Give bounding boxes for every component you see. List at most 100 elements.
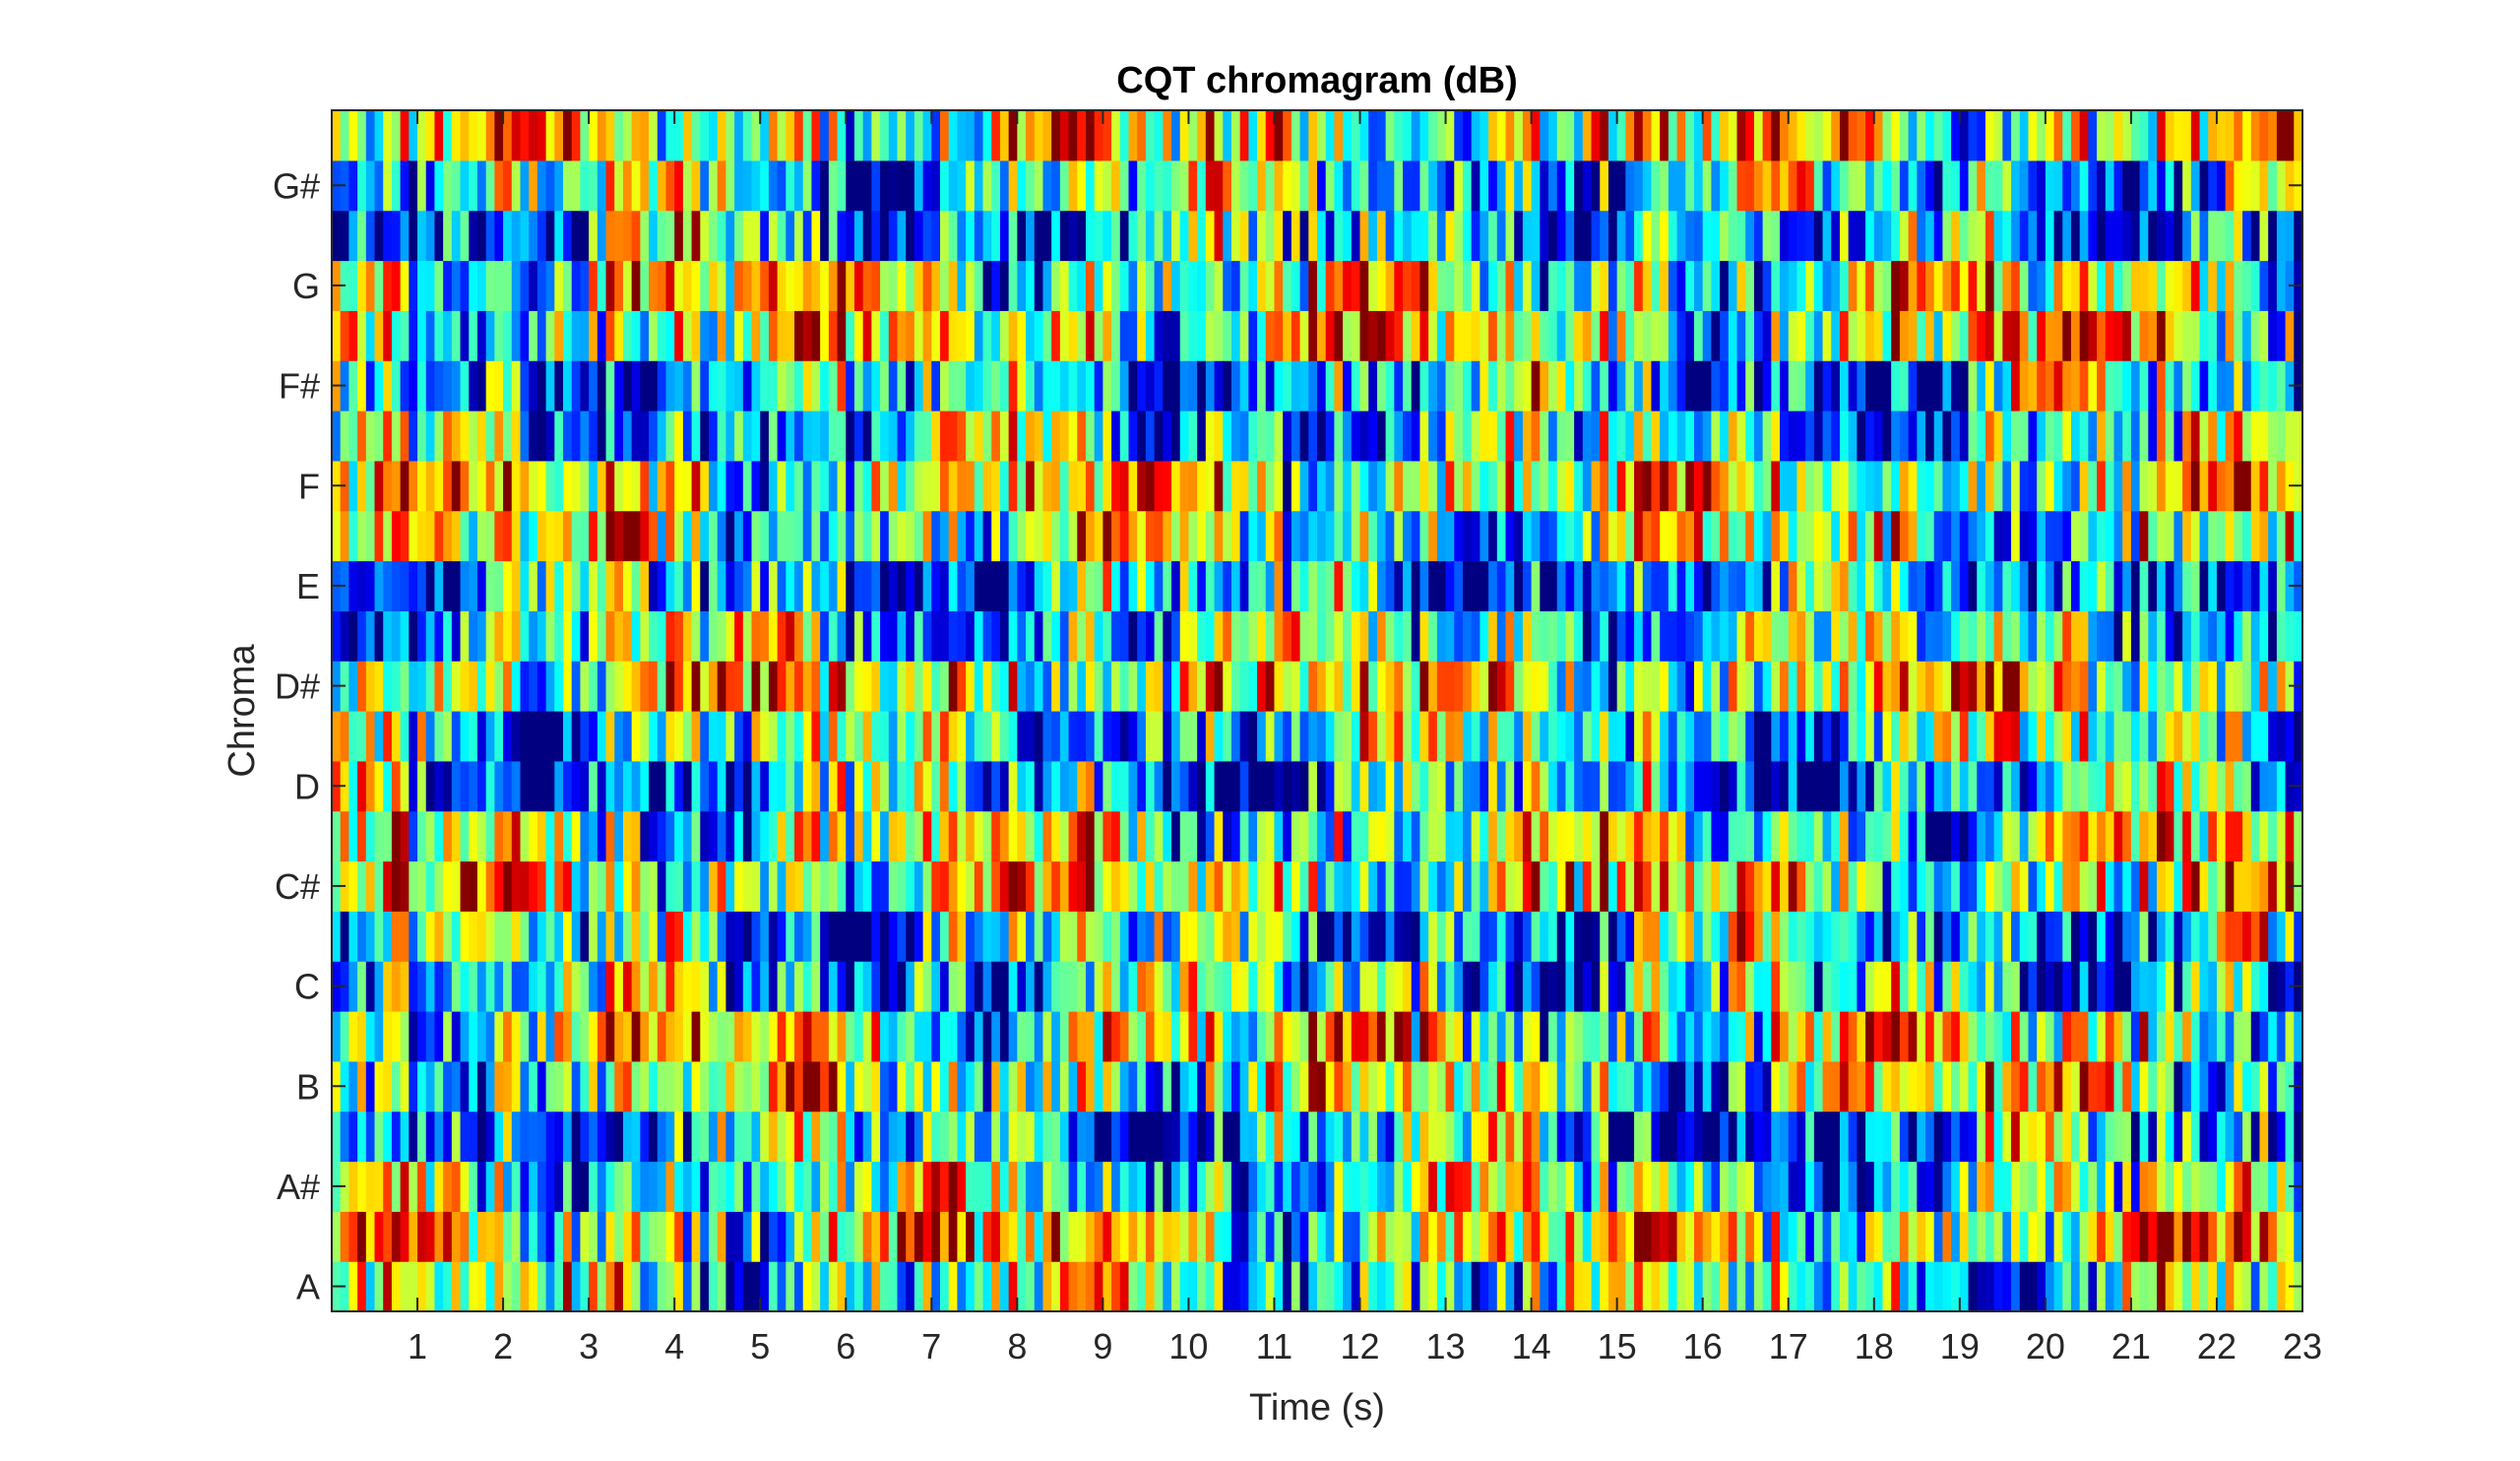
heatmap-cell [1051, 460, 1061, 512]
heatmap-cell [657, 1011, 667, 1062]
heatmap-cell [1968, 260, 1978, 311]
heatmap-cell [1094, 210, 1103, 262]
heatmap-cell [1977, 560, 1986, 611]
heatmap-cell [476, 260, 487, 311]
heatmap-cell [1008, 560, 1018, 611]
heatmap-cell [2088, 1111, 2098, 1163]
heatmap-cell [1471, 110, 1480, 161]
heatmap-cell [1248, 260, 1258, 311]
heatmap-cell [511, 310, 522, 361]
heatmap-cell [2062, 411, 2072, 462]
heatmap-cell [1008, 510, 1018, 562]
heatmap-cell [1445, 560, 1455, 611]
heatmap-cell [768, 760, 779, 812]
heatmap-cell [1959, 560, 1970, 611]
heatmap-cell [1085, 661, 1096, 712]
heatmap-cell [1051, 1060, 1061, 1112]
heatmap-cell [2045, 1211, 2055, 1262]
heatmap-cell [1394, 661, 1404, 712]
heatmap-cell [485, 711, 495, 762]
heatmap-cell [1445, 1111, 1455, 1163]
heatmap-cell [1813, 510, 1824, 562]
heatmap-cell [906, 510, 915, 562]
heatmap-cell [1274, 1011, 1284, 1062]
heatmap-cell [957, 911, 967, 962]
heatmap-cell [1248, 610, 1258, 662]
heatmap-cell [1977, 1161, 1986, 1212]
heatmap-cell [1274, 1060, 1284, 1112]
heatmap-cell [1771, 711, 1781, 762]
heatmap-cell [1968, 1060, 1978, 1112]
heatmap-cell [1223, 1261, 1232, 1312]
heatmap-cell [1197, 1111, 1207, 1163]
heatmap-cell [1334, 159, 1344, 212]
heatmap-cell [888, 711, 899, 762]
heatmap-cell [511, 1011, 522, 1062]
heatmap-cell [1848, 760, 1858, 812]
heatmap-cell [906, 1261, 915, 1312]
heatmap-cell [580, 310, 590, 361]
heatmap-cell [1813, 610, 1824, 662]
heatmap-cell [1480, 661, 1489, 712]
heatmap-cell [957, 260, 967, 311]
heatmap-cell [846, 1060, 855, 1112]
heatmap-cell [1882, 1060, 1892, 1112]
heatmap-cell [1359, 711, 1369, 762]
heatmap-cell [545, 1211, 555, 1262]
heatmap-cell [614, 1060, 624, 1112]
heatmap-cell [545, 860, 555, 912]
heatmap-cell [1951, 1161, 1961, 1212]
heatmap-cell [1376, 661, 1387, 712]
heatmap-cell [417, 110, 427, 161]
heatmap-cell [1942, 1211, 1952, 1262]
heatmap-cell [622, 1161, 633, 1212]
heatmap-cell [1351, 860, 1361, 912]
heatmap-cell [897, 1261, 907, 1312]
heatmap-cell [1651, 1011, 1661, 1062]
heatmap-cell [1531, 810, 1541, 862]
heatmap-cell [1848, 560, 1858, 611]
heatmap-cell [476, 210, 487, 262]
heatmap-cell [1993, 760, 2003, 812]
heatmap-cell [1702, 510, 1712, 562]
heatmap-cell [914, 560, 924, 611]
heatmap-cell [1419, 760, 1429, 812]
heatmap-cell [1419, 460, 1429, 512]
heatmap-cell [897, 911, 907, 962]
heatmap-cell [760, 760, 770, 812]
heatmap-cell [391, 1161, 402, 1212]
heatmap-cell [1951, 1011, 1961, 1062]
heatmap-cell [1616, 760, 1626, 812]
heatmap-cell [1668, 1111, 1678, 1163]
heatmap-cell [1908, 411, 1918, 462]
heatmap-cell [1522, 661, 1533, 712]
heatmap-cell [922, 159, 932, 212]
heatmap-cell [682, 1060, 693, 1112]
heatmap-cell [1839, 1161, 1850, 1212]
heatmap-cell [734, 711, 744, 762]
heatmap-cell [1145, 411, 1156, 462]
heatmap-cell [1385, 1161, 1395, 1212]
heatmap-cell [1873, 560, 1884, 611]
heatmap-cell [1128, 610, 1138, 662]
heatmap-cell [1171, 411, 1181, 462]
heatmap-cell [1094, 411, 1103, 462]
heatmap-cell [1042, 810, 1052, 862]
heatmap-cell [914, 310, 924, 361]
heatmap-cell [1540, 210, 1549, 262]
heatmap-cell [1977, 310, 1986, 361]
heatmap-cell [1908, 711, 1918, 762]
heatmap-cell [1197, 610, 1207, 662]
heatmap-cell [1059, 110, 1070, 161]
heatmap-cell [1274, 661, 1284, 712]
heatmap-cell [1145, 560, 1156, 611]
heatmap-cell [605, 1060, 615, 1112]
heatmap-cell [1411, 159, 1421, 212]
heatmap-cell [1753, 1011, 1764, 1062]
heatmap-cell [1762, 1161, 1772, 1212]
heatmap-cell [1291, 310, 1301, 361]
heatmap-cell [948, 510, 959, 562]
heatmap-cell [837, 911, 847, 962]
heatmap-cell [2097, 360, 2107, 412]
heatmap-cell [1239, 210, 1249, 262]
